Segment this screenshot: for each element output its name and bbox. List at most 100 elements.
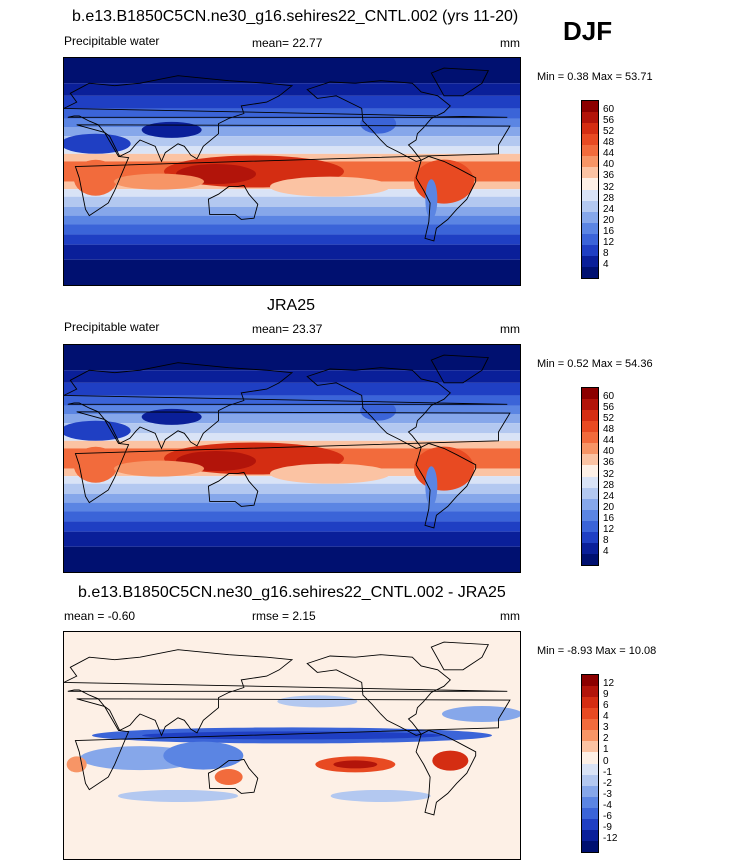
colorbar-swatch (582, 542, 598, 554)
field-blob (425, 466, 438, 507)
colorbar-tick-label: 24 (603, 490, 615, 502)
map-field (64, 345, 520, 572)
field-band (64, 502, 520, 512)
colorbar-swatch (582, 244, 598, 256)
field-band (64, 83, 520, 96)
colorbar-swatch (582, 741, 598, 753)
field-blob (142, 731, 442, 740)
colorbar-swatch (582, 697, 598, 709)
field-blob (333, 760, 378, 769)
field-band (64, 146, 520, 154)
field-blob (414, 159, 474, 204)
colorbar-tick-label: 40 (603, 159, 615, 171)
colorbar-tick-label: 52 (603, 126, 615, 138)
field-blob (425, 179, 438, 220)
colorbar-swatch (582, 796, 598, 808)
colorbar-tick-label: 6 (603, 700, 609, 712)
field-blob (141, 408, 202, 425)
field-blob (414, 446, 474, 491)
colorbar-swatch (582, 222, 598, 234)
map-field (64, 58, 520, 285)
field-blob (114, 173, 204, 190)
panel-2-minmax: Min = 0.52 Max = 54.36 (537, 358, 653, 370)
colorbar-swatch (582, 829, 598, 841)
panel-3-title: b.e13.B1850C5CN.ne30_g16.sehires22_CNTL.… (78, 584, 506, 601)
colorbar-tick-label: 32 (603, 468, 615, 480)
colorbar-tick-label: 52 (603, 413, 615, 425)
colorbar-swatch (582, 388, 598, 400)
field-band (64, 108, 520, 119)
panel-3-mean-label: mean = -0.60 (64, 609, 136, 623)
panel-2-map (63, 344, 521, 573)
panel-3-units-label: mm (500, 609, 520, 623)
panel-2-variable-label: Precipitable water (64, 320, 160, 334)
colorbar-swatch (582, 487, 598, 499)
colorbar-tick-label: 20 (603, 214, 615, 226)
field-blob (141, 121, 202, 138)
panel-1-mean-label: mean= 22.77 (252, 36, 323, 50)
field-band (64, 521, 520, 532)
panel-1-variable-label: Precipitable water (64, 34, 160, 48)
colorbar-tick-label: 28 (603, 192, 615, 204)
colorbar-swatch (582, 134, 598, 146)
field-band (64, 196, 520, 207)
field-band (64, 395, 520, 406)
field-blob (73, 159, 118, 196)
colorbar-tick-label: -3 (603, 788, 612, 800)
colorbar-tick-label: 32 (603, 181, 615, 193)
colorbar-swatch (582, 807, 598, 819)
colorbar-tick-label: 40 (603, 446, 615, 458)
panel-3-rmse-label: rmse = 2.15 (252, 609, 316, 623)
colorbar-swatch (582, 454, 598, 466)
colorbar-tick-label: 60 (603, 104, 615, 116)
field-blob (360, 400, 397, 421)
colorbar-tick-label: 24 (603, 203, 615, 215)
colorbar-swatch (582, 763, 598, 775)
field-background (64, 632, 520, 859)
colorbar-swatch (582, 101, 598, 113)
field-band (64, 423, 520, 434)
coastlines (64, 67, 511, 242)
field-blob (360, 113, 397, 134)
field-blob (118, 789, 238, 802)
field-blob (442, 705, 520, 722)
colorbar-swatch (582, 421, 598, 433)
season-label: DJF (563, 16, 613, 46)
colorbar-swatch (582, 156, 598, 168)
panel-1-map (63, 57, 521, 286)
colorbar-swatch (582, 675, 598, 687)
colorbar-swatch (582, 509, 598, 521)
panel-1-units-label: mm (500, 36, 520, 50)
panel-1-minmax: Min = 0.38 Max = 53.71 (537, 71, 653, 83)
field-band (64, 405, 520, 415)
field-band (64, 118, 520, 128)
field-band (64, 345, 520, 371)
colorbar-tick-label: -2 (603, 777, 612, 789)
colorbar-swatch (582, 123, 598, 135)
field-band (64, 414, 520, 424)
field-band (64, 215, 520, 225)
colorbar-tick-label: 9 (603, 689, 609, 701)
field-blob (66, 756, 87, 773)
field-band (64, 433, 520, 441)
panel-3-colorbar (581, 674, 599, 853)
field-band (64, 483, 520, 494)
colorbar-swatch (582, 465, 598, 477)
colorbar-swatch (582, 774, 598, 786)
panel-2-mean-label: mean= 23.37 (252, 322, 323, 336)
coastlines (64, 641, 511, 816)
field-blob (277, 695, 358, 708)
colorbar-swatch (582, 410, 598, 422)
colorbar-swatch (582, 443, 598, 455)
coastlines (64, 354, 511, 529)
colorbar-tick-label: 12 (603, 523, 615, 535)
colorbar-tick-label: 56 (603, 115, 615, 127)
panel-1-colorbar (581, 100, 599, 279)
colorbar-tick-label: 36 (603, 170, 615, 182)
colorbar-swatch (582, 730, 598, 742)
colorbar-tick-label: 4 (603, 711, 609, 723)
colorbar-swatch (582, 255, 598, 267)
field-blob (270, 463, 390, 484)
colorbar-swatch (582, 785, 598, 797)
colorbar-tick-label: 28 (603, 479, 615, 491)
